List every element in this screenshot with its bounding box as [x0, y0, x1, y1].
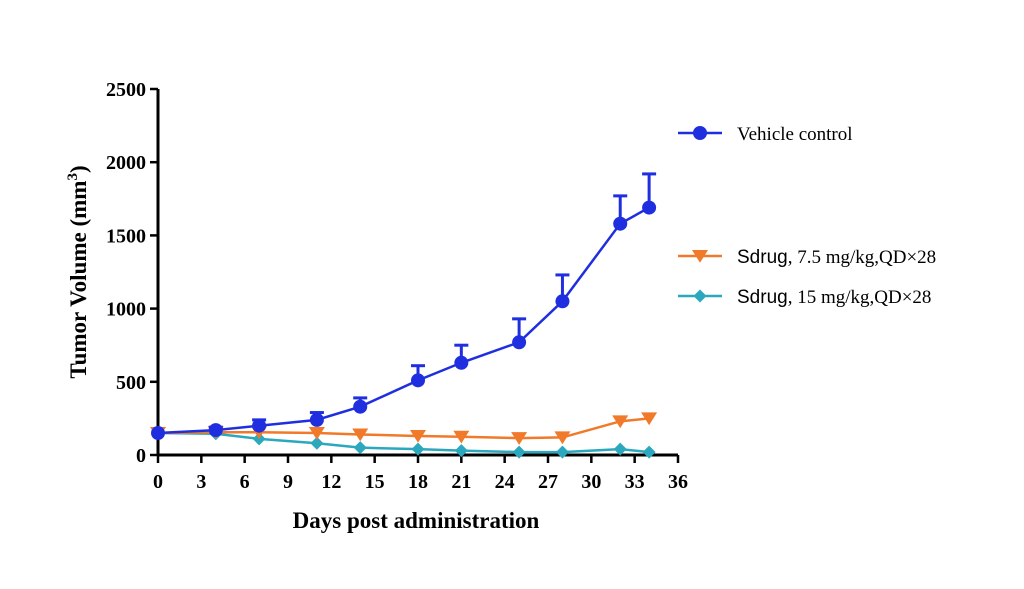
data-point [612, 415, 629, 429]
data-point [454, 355, 469, 370]
data-point [512, 335, 527, 350]
data-point [454, 444, 468, 458]
data-point [308, 427, 325, 440]
legend-label-suffix: , 15 mg/kg,QD×28 [788, 287, 932, 308]
x-tick-label: 3 [196, 471, 206, 493]
data-point [613, 216, 628, 231]
y-axis-title-end: ) [66, 165, 91, 173]
y-tick-label: 1500 [106, 225, 146, 247]
legend-label: Sdrug, 7.5 mg/kg,QD×28 [737, 247, 936, 268]
data-point [453, 430, 470, 444]
series-layer [150, 172, 658, 459]
data-point [411, 373, 425, 388]
legend-item-0: Vehicle control [678, 124, 853, 145]
data-point [555, 294, 570, 309]
data-point [353, 399, 368, 414]
legend-item-2: Sdrug, 15 mg/kg,QD×28 [678, 287, 931, 308]
legend-label-prefix: Sdrug [737, 247, 788, 268]
x-tick-label: 27 [538, 471, 558, 493]
y-axis-title-superscript: 3 [65, 173, 81, 181]
legend-label: Sdrug, 15 mg/kg,QD×28 [737, 287, 931, 308]
data-point [554, 431, 571, 445]
x-tick-label: 33 [625, 471, 645, 493]
data-point [410, 429, 426, 443]
data-point [309, 412, 324, 427]
data-point [411, 442, 425, 456]
legend-label: Vehicle control [737, 124, 853, 145]
x-tick-label: 9 [283, 471, 293, 493]
data-point [642, 445, 656, 459]
x-tick-label: 18 [408, 471, 428, 493]
data-point [353, 441, 367, 455]
y-tick-label: 2500 [106, 79, 146, 101]
data-point [310, 436, 324, 450]
x-tick-label: 6 [240, 471, 250, 493]
y-axis-title: Tumor Volume (mm3) [65, 165, 91, 378]
legend-marker [693, 126, 707, 140]
data-point [208, 423, 223, 438]
x-tick-label: 21 [451, 471, 471, 493]
series-1 [150, 412, 658, 445]
data-point [151, 426, 165, 441]
legend-marker [692, 250, 708, 263]
data-point [641, 412, 658, 426]
data-point [511, 432, 528, 445]
y-axis-title-main: Tumor Volume (mm [66, 181, 91, 379]
x-tick-label: 24 [495, 471, 515, 493]
legend-label-prefix: Sdrug [737, 287, 788, 308]
axes: 0 3 6 9 12 15 18 21 24 27 30 33 36050010001500200025… [65, 79, 688, 533]
legend-label-suffix: , 7.5 mg/kg,QD×28 [788, 247, 936, 268]
y-tick-label: 500 [116, 372, 146, 394]
x-tick-label: 12 [321, 471, 341, 493]
x-axis-title: Days post administration [293, 508, 540, 533]
y-tick-label: 1000 [106, 299, 146, 321]
x-tick-label: 36 [668, 471, 688, 493]
data-point [512, 445, 526, 459]
x-tick-label: 15 [365, 471, 385, 493]
data-point [252, 418, 267, 433]
data-point [555, 445, 569, 459]
data-point [352, 428, 369, 442]
data-point [613, 442, 627, 456]
x-tick-label: 0 [153, 471, 163, 493]
y-tick-label: 2000 [106, 152, 146, 174]
data-point [642, 200, 657, 215]
y-tick-label: 0 [136, 445, 146, 467]
series-0 [151, 172, 657, 441]
legend-marker [693, 289, 707, 303]
x-tick-label: 30 [581, 471, 601, 493]
series-line [157, 206, 650, 435]
legend-item-1: Sdrug, 7.5 mg/kg,QD×28 [678, 247, 936, 268]
